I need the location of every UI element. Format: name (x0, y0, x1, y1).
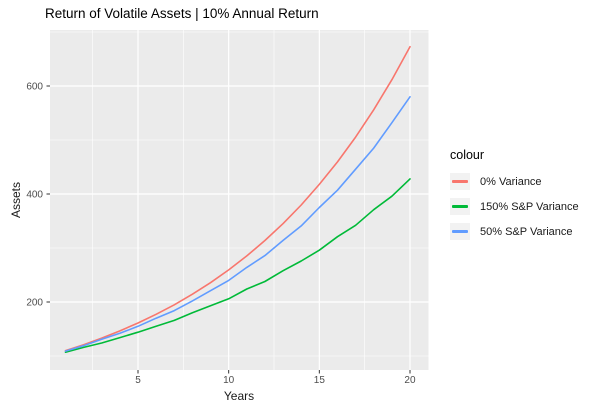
x-tick-label: 20 (404, 375, 416, 386)
legend-item: 0% Variance (450, 173, 579, 190)
x-tick-label: 5 (135, 375, 141, 386)
legend-key (450, 173, 470, 190)
legend-title: colour (450, 148, 485, 162)
y-tick-label: 600 (26, 82, 43, 93)
x-axis-title: Years (223, 389, 255, 403)
legend-item-label: 150% S&P Variance (480, 200, 579, 213)
x-tick-label: 15 (314, 375, 326, 386)
panel-background (50, 30, 429, 370)
minor-gridlines (50, 30, 429, 370)
y-tick-label: 400 (26, 190, 43, 201)
major-gridlines (50, 30, 429, 370)
legend-item: 150% S&P Variance (450, 198, 579, 215)
y-axis-title: Assets (9, 181, 23, 219)
axis-ticks (46, 85, 411, 374)
legend-item-label: 50% S&P Variance (480, 225, 573, 238)
legend: colour 0% Variance 150% S&P Variance 50%… (450, 148, 579, 248)
legend-line-icon (452, 230, 468, 233)
series-line-150-s-p-variance (64, 178, 411, 354)
series-line-0-variance (64, 45, 411, 352)
series-lines (64, 45, 411, 354)
legend-line-icon (452, 205, 468, 208)
legend-line-icon (452, 180, 468, 183)
legend-item-label: 0% Variance (480, 175, 542, 188)
chart-title: Return of Volatile Assets | 10% Annual R… (45, 6, 319, 21)
legend-item: 50% S&P Variance (450, 223, 579, 240)
legend-key (450, 198, 470, 215)
series-line-50-s-p-variance (64, 96, 411, 352)
y-tick-label: 200 (26, 298, 43, 309)
x-tick-label: 10 (223, 375, 235, 386)
axis-tick-labels: 5 10 15 20 200 400 600 (26, 82, 416, 387)
legend-key (450, 223, 470, 240)
